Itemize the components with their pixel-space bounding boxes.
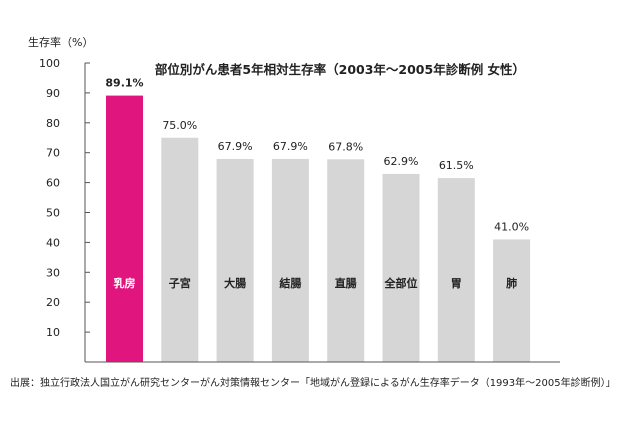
y-tick-label: 20 bbox=[46, 296, 60, 309]
chart-title: 部位別がん患者5年相対生存率（2003年〜2005年診断例 女性） bbox=[155, 62, 525, 77]
y-tick-label: 70 bbox=[46, 147, 60, 160]
data-label: 61.5% bbox=[439, 159, 474, 172]
category-label: 直腸 bbox=[335, 276, 357, 290]
data-label: 67.9% bbox=[218, 140, 253, 153]
bar-大腸 bbox=[216, 158, 254, 362]
data-label: 67.9% bbox=[273, 140, 308, 153]
source-note: 出展：独立行政法人国立がん研究センターがん対策情報センター「地域がん登録によるが… bbox=[10, 376, 616, 389]
category-label: 大腸 bbox=[224, 276, 246, 290]
y-axis-label: 生存率（%） bbox=[28, 35, 93, 49]
y-tick-label: 100 bbox=[39, 57, 60, 70]
bar-肺 bbox=[493, 239, 531, 362]
bar-全部位 bbox=[382, 173, 420, 362]
y-tick-label: 60 bbox=[46, 177, 60, 190]
category-label: 乳房 bbox=[114, 276, 136, 290]
bar-乳房 bbox=[106, 95, 143, 362]
bar-子宮 bbox=[161, 137, 199, 362]
data-label: 41.0% bbox=[494, 220, 529, 233]
y-tick-label: 10 bbox=[46, 326, 60, 339]
category-label: 結腸 bbox=[279, 276, 301, 290]
bar-直腸 bbox=[327, 159, 365, 362]
y-tick-label: 50 bbox=[46, 207, 60, 220]
bar-結腸 bbox=[271, 158, 309, 362]
bar-series: 89.1% 乳房 75.0% 子宮 67.9% 大腸 67.9% 結腸 67.8% 直腸 62.9%… bbox=[105, 77, 531, 362]
bar-胃 bbox=[437, 178, 475, 362]
y-tick-label: 90 bbox=[46, 87, 60, 100]
category-label: 肺 bbox=[506, 276, 517, 290]
data-label: 89.1% bbox=[105, 77, 143, 90]
category-label: 胃 bbox=[451, 277, 462, 290]
y-tick-label: 40 bbox=[46, 236, 60, 249]
data-label: 62.9% bbox=[384, 155, 419, 168]
category-label: 子宮 bbox=[169, 276, 191, 290]
data-label: 75.0% bbox=[162, 119, 197, 132]
y-tick-label: 80 bbox=[46, 117, 60, 130]
category-label: 全部位 bbox=[384, 276, 418, 290]
y-axis-ticks: 10 20 30 40 50 60 70 80 90 100 bbox=[39, 57, 90, 339]
data-label: 67.8% bbox=[328, 140, 363, 153]
y-tick-label: 30 bbox=[46, 266, 60, 279]
